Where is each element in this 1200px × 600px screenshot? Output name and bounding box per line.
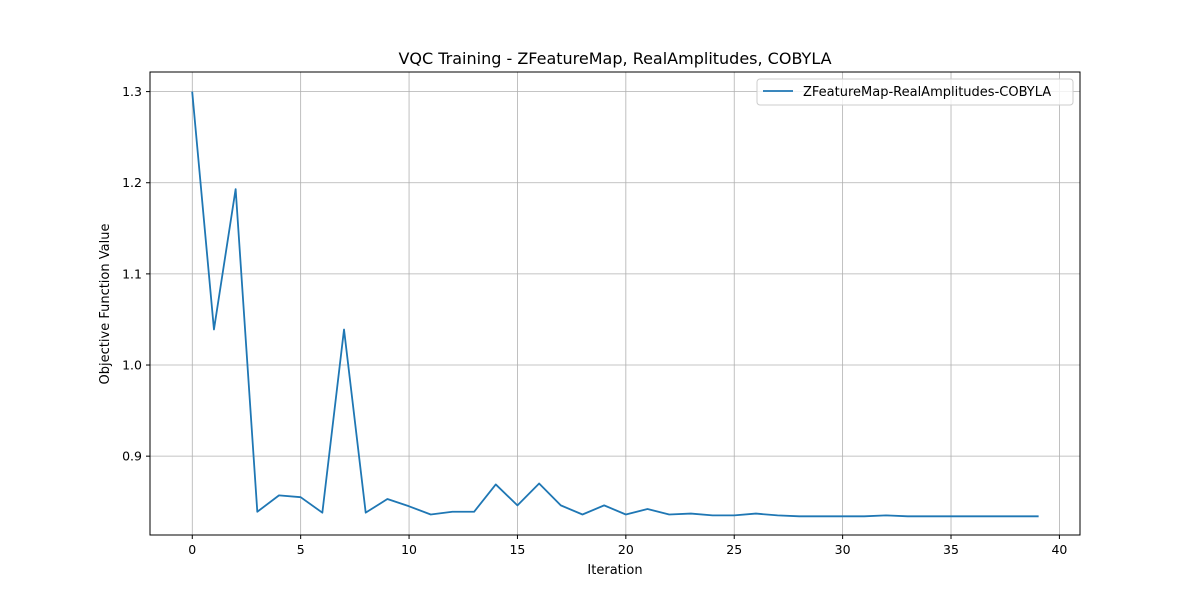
x-tick-label: 5 [297,542,305,557]
legend: ZFeatureMap-RealAmplitudes-COBYLA [756,78,1074,106]
x-tick-label: 20 [618,542,634,557]
x-tick-label: 10 [401,542,417,557]
plot-area-frame [149,71,1081,536]
x-axis-label: Iteration [587,563,642,578]
y-axis-label: Objective Function Value [98,224,113,385]
x-tick-label: 40 [1051,542,1067,557]
legend-box [756,78,1074,106]
series-line [191,91,1039,518]
series-layer [191,91,1039,518]
y-axis: 0.9 1.0 1.1 1.2 1.3 [122,84,150,464]
y-tick-label: 1.2 [122,175,142,190]
y-tick-label: 0.9 [122,449,142,464]
x-tick-label: 25 [726,542,742,557]
x-tick-label: 0 [188,542,196,557]
y-tick-label: 1.1 [122,266,142,281]
chart-title: VQC Training - ZFeatureMap, RealAmplitud… [398,49,831,68]
x-tick-label: 35 [943,542,959,557]
y-tick-label: 1.3 [122,84,142,99]
legend-entry: ZFeatureMap-RealAmplitudes-COBYLA [803,85,1051,100]
x-axis: 0 5 10 15 20 25 30 35 40 [188,535,1067,557]
x-tick-label: 15 [509,542,525,557]
y-tick-label: 1.0 [122,358,142,373]
x-tick-label: 30 [835,542,851,557]
grid [150,72,1080,535]
